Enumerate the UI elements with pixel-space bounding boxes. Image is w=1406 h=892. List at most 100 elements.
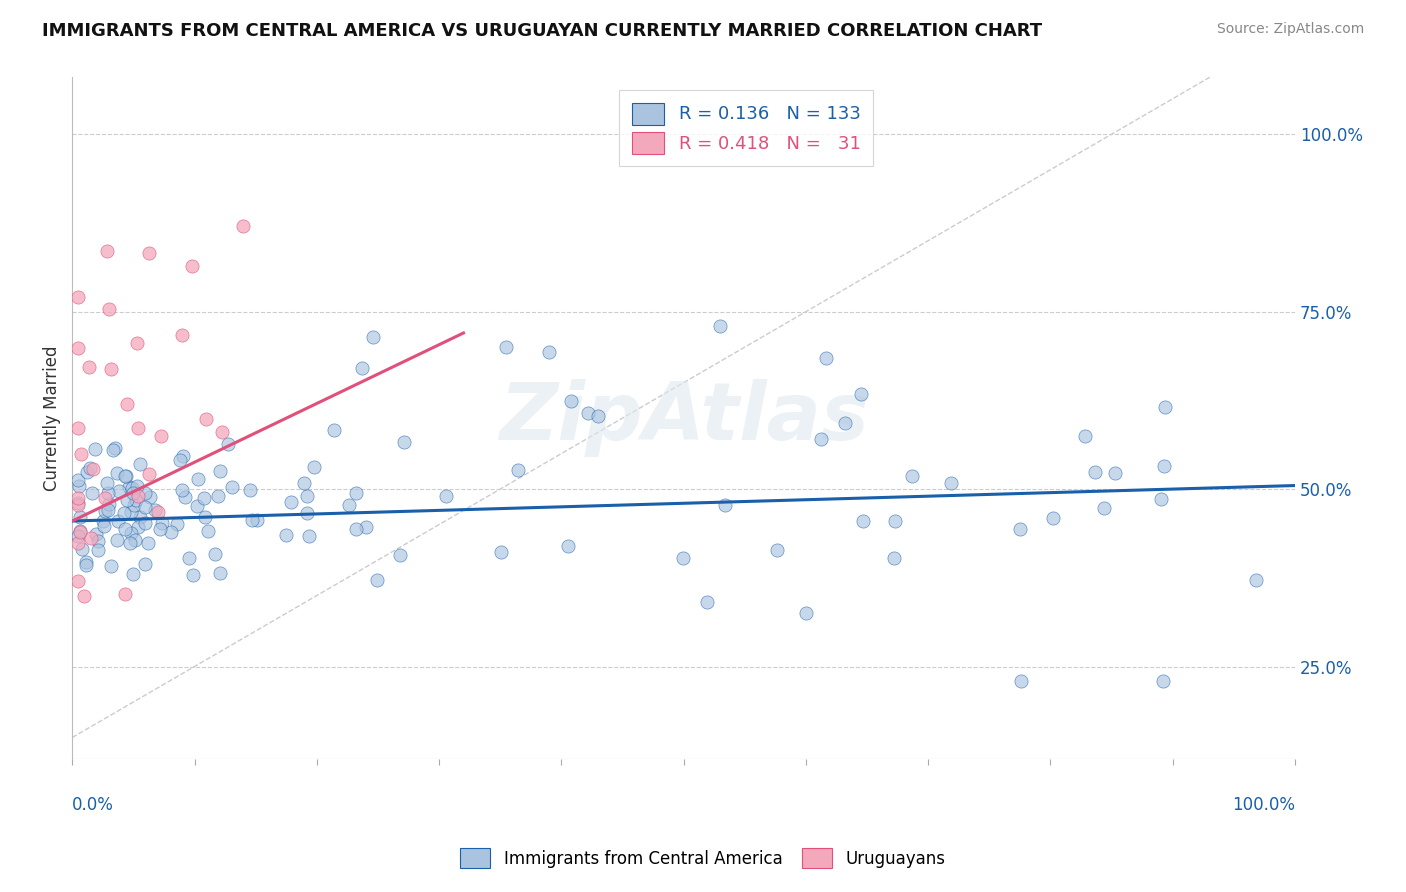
Point [149, 522, 172, 536]
Point [1010, 673, 1032, 688]
Legend: R = 0.136   N = 133, R = 0.418   N =   31: R = 0.136 N = 133, R = 0.418 N = 31 [619, 90, 873, 167]
Point [94, 491, 117, 505]
Point [146, 505, 169, 519]
Point [172, 449, 194, 463]
Point [127, 335, 149, 350]
Point [672, 550, 695, 565]
Point [73, 589, 96, 603]
Point [1092, 500, 1115, 515]
Point [274, 528, 297, 542]
Point [67, 341, 90, 355]
Point [709, 319, 731, 334]
Point [67, 473, 90, 487]
Point [150, 516, 173, 530]
Point [84, 527, 107, 541]
Point [900, 469, 922, 483]
Point [94, 504, 117, 518]
Point [834, 417, 856, 431]
Point [120, 536, 142, 550]
Point [170, 328, 193, 343]
Point [852, 514, 875, 528]
Point [714, 498, 737, 512]
Point [115, 493, 138, 508]
Point [122, 567, 145, 582]
Point [166, 517, 188, 532]
Point [366, 573, 388, 587]
Point [67, 528, 90, 542]
Point [125, 492, 148, 507]
Point [83, 442, 105, 457]
Point [232, 219, 254, 234]
Point [67, 574, 90, 589]
Point [1152, 673, 1174, 688]
Point [207, 489, 229, 503]
Point [204, 547, 226, 561]
Point [75, 555, 97, 569]
Point [69, 524, 91, 539]
Point [118, 480, 141, 494]
Point [796, 606, 818, 620]
Point [97, 301, 120, 316]
Point [93, 518, 115, 533]
Point [814, 351, 837, 365]
Point [87, 534, 110, 549]
Point [208, 464, 231, 478]
Point [127, 519, 149, 533]
Point [98, 497, 121, 511]
Point [1042, 511, 1064, 525]
Point [104, 442, 127, 456]
Point [495, 340, 517, 354]
Point [134, 516, 156, 531]
Point [292, 475, 315, 490]
Point [67, 536, 90, 550]
Point [127, 489, 149, 503]
Point [350, 361, 373, 376]
Point [139, 490, 162, 504]
Point [121, 481, 143, 495]
Point [67, 491, 90, 505]
Point [120, 505, 142, 519]
Point [211, 425, 233, 440]
Point [765, 543, 787, 558]
Point [939, 475, 962, 490]
Point [70, 541, 93, 556]
Point [323, 423, 346, 437]
Point [67, 479, 90, 493]
Point [186, 499, 208, 513]
Point [114, 522, 136, 536]
Text: 0.0%: 0.0% [72, 797, 114, 814]
Point [67, 421, 90, 435]
Text: ZipAtlas: ZipAtlas [499, 379, 869, 457]
Point [108, 483, 131, 498]
Point [67, 498, 90, 512]
Point [586, 409, 609, 423]
Point [195, 412, 218, 426]
Point [80, 532, 103, 546]
Point [96, 476, 118, 491]
Point [129, 458, 152, 472]
Point [124, 533, 146, 547]
Point [173, 490, 195, 504]
Point [134, 486, 156, 500]
Point [337, 498, 360, 512]
Point [172, 483, 194, 497]
Point [127, 478, 149, 492]
Point [209, 566, 232, 581]
Point [883, 550, 905, 565]
Point [344, 522, 367, 536]
Point [129, 510, 152, 524]
Point [77, 359, 100, 374]
Point [97, 503, 120, 517]
Point [560, 393, 582, 408]
Point [70, 447, 93, 461]
Point [107, 514, 129, 528]
Point [187, 472, 209, 486]
Point [354, 520, 377, 534]
Point [105, 466, 128, 480]
Point [242, 513, 264, 527]
Point [79, 460, 101, 475]
Point [1244, 573, 1267, 587]
Point [75, 558, 97, 572]
Point [136, 536, 159, 550]
Point [134, 557, 156, 571]
